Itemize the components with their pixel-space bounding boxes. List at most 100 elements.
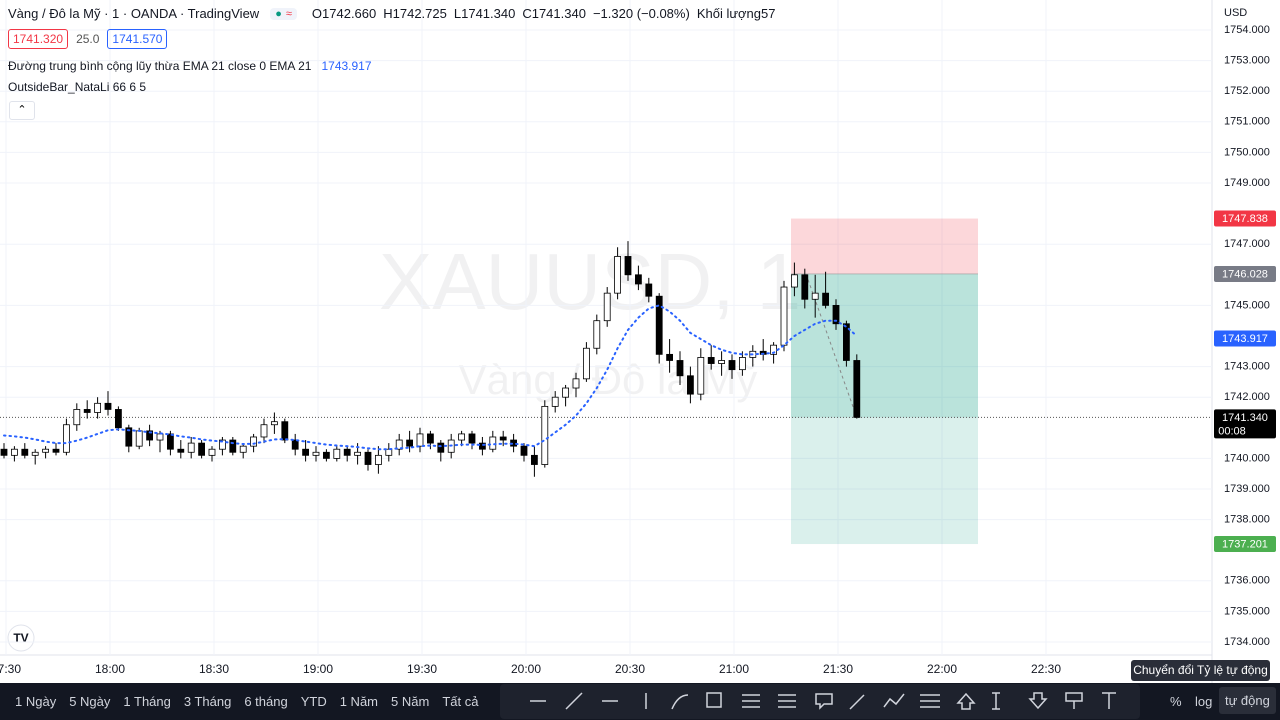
candle-body	[468, 433, 476, 444]
candle-body	[499, 436, 507, 441]
ohlc-open: O1742.660	[311, 6, 377, 21]
tool-icon[interactable]	[815, 693, 833, 710]
candle-body	[94, 402, 101, 413]
change: −1.320 (−0.08%)	[592, 6, 690, 21]
x-tick-label: 19:00	[303, 662, 333, 676]
ema-tag	[1214, 330, 1276, 347]
y-tick-label: 1754.000	[1224, 24, 1270, 36]
y-tick-label: 1742.000	[1224, 391, 1270, 403]
percent-toggle[interactable]: %	[1170, 694, 1182, 709]
spread: 25.0	[76, 32, 100, 46]
range-button[interactable]: 5 Ngày	[69, 694, 111, 709]
ask[interactable]: 1741.570	[107, 29, 168, 49]
range-button[interactable]: 1 Ngày	[15, 694, 57, 709]
log-toggle[interactable]: log	[1195, 694, 1213, 709]
candle-body	[801, 274, 809, 300]
candle-body	[187, 442, 195, 453]
candle-body	[333, 448, 341, 459]
candle-body	[239, 445, 247, 453]
range-button[interactable]: 1 Năm	[339, 694, 379, 709]
tool-icon[interactable]	[671, 694, 689, 710]
candle-body	[208, 448, 216, 456]
y-tick-label: 1738.000	[1224, 514, 1270, 526]
tool-icon[interactable]	[742, 694, 760, 708]
candle-body	[739, 357, 746, 371]
y-tick-label: 1743.000	[1224, 361, 1270, 373]
range-button[interactable]: 3 Tháng	[183, 694, 232, 709]
collapse-button[interactable]: ⌃	[9, 101, 35, 120]
auto-toggle[interactable]: tự động	[1219, 687, 1276, 714]
candle-body	[125, 427, 133, 447]
candle-body	[520, 445, 528, 456]
range-button[interactable]: 6 tháng	[244, 694, 288, 709]
tool-icon[interactable]	[992, 692, 1000, 710]
tool-icon[interactable]	[565, 692, 583, 710]
candle-body	[728, 360, 736, 371]
tool-icon[interactable]	[883, 693, 905, 708]
candle-body	[395, 439, 403, 450]
tool-icon[interactable]	[778, 694, 796, 708]
candle-body	[21, 448, 29, 456]
tool-icon[interactable]	[849, 694, 865, 710]
candle-body	[843, 323, 850, 361]
stop-tag	[1214, 210, 1276, 227]
candle-body	[270, 421, 278, 426]
candle-body	[281, 421, 289, 441]
candle-body	[73, 409, 81, 426]
x-tick-label: 20:30	[615, 662, 645, 676]
ohlc-high: H1742.725	[383, 6, 447, 21]
candle-body	[291, 439, 299, 450]
candle-body	[603, 292, 611, 322]
range-button[interactable]: YTD	[300, 694, 327, 709]
watermark-sub: Vàng / Đô la Mỹ	[459, 356, 758, 403]
y-tick-label: 1734.000	[1224, 636, 1270, 648]
candle-body	[354, 451, 362, 456]
header: Vàng / Đô la Mỹ · 1 · OANDA · TradingVie…	[8, 6, 775, 21]
candle-body	[156, 433, 164, 441]
tooltip: Chuyển đổi Tỷ lệ tự động	[1131, 660, 1270, 681]
y-tick-label: 1747.000	[1224, 238, 1270, 250]
candle-body	[572, 378, 580, 389]
entry-tag-label: 1746.028	[1222, 268, 1268, 280]
watermark: XAUUSD, 1	[379, 237, 801, 326]
candle-body	[426, 433, 434, 444]
candle-body	[832, 304, 840, 325]
candle-body	[218, 439, 226, 450]
candle-body	[83, 409, 91, 413]
stop-tag-label: 1747.838	[1222, 213, 1268, 225]
y-tick-label: 1739.000	[1224, 483, 1270, 495]
candle-body	[322, 451, 330, 459]
x-tick-label: 22:00	[927, 662, 957, 676]
stop-zone	[791, 218, 978, 274]
tool-icon[interactable]	[956, 692, 976, 710]
tool-icon[interactable]	[706, 692, 722, 708]
candle-body	[635, 274, 642, 285]
range-button[interactable]: 1 Tháng	[123, 694, 171, 709]
range-button[interactable]: 5 Năm	[391, 694, 430, 709]
candle-body	[312, 451, 320, 456]
candle-body	[177, 448, 185, 453]
candle-body	[364, 451, 372, 465]
tool-icon[interactable]	[1102, 692, 1116, 709]
tool-icon[interactable]	[920, 694, 940, 708]
currency[interactable]: USD	[1224, 7, 1247, 19]
x-tick-label: 18:00	[95, 662, 125, 676]
x-tick-label: 18:30	[199, 662, 229, 676]
candle-body	[437, 442, 445, 453]
ema-tag-label: 1743.917	[1222, 333, 1268, 345]
tool-icon[interactable]	[1028, 692, 1048, 710]
candle-body	[374, 454, 382, 465]
candle-body	[302, 448, 310, 456]
bid[interactable]: 1741.320	[8, 29, 69, 49]
countdown: 00:08	[1218, 425, 1246, 437]
symbol-title[interactable]: Vàng / Đô la Mỹ · 1 · OANDA · TradingVie…	[8, 6, 260, 21]
candle-body	[0, 448, 8, 456]
target-tag-label: 1737.201	[1222, 538, 1268, 550]
range-button[interactable]: Tất cả	[442, 694, 479, 709]
candle-body	[822, 292, 829, 306]
tool-icon[interactable]	[1065, 692, 1083, 709]
drawing-tools	[500, 684, 1140, 719]
candle-body	[135, 430, 143, 447]
last-price-label: 1741.340	[1222, 412, 1268, 424]
